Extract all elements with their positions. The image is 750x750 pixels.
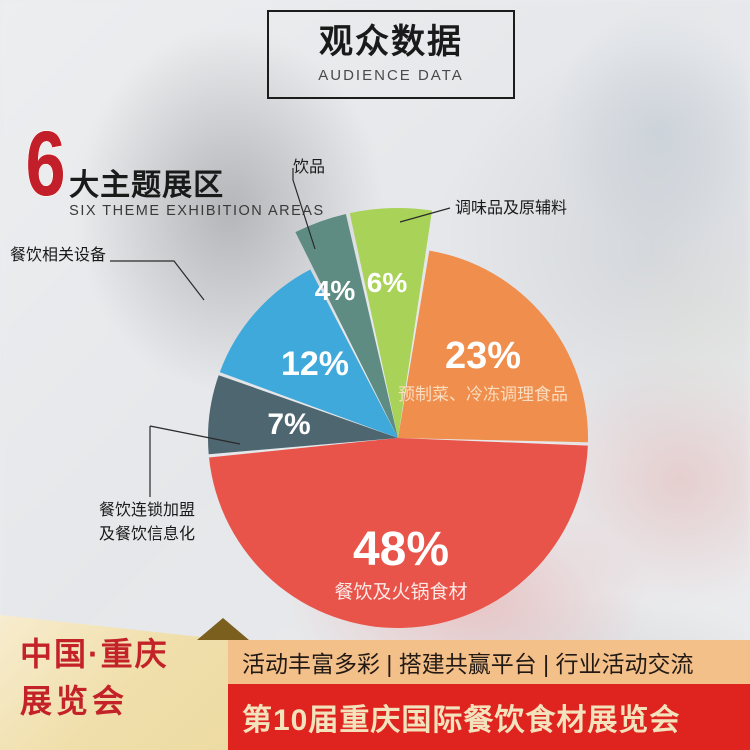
- svg-text:预制菜、冷冻调理食品: 预制菜、冷冻调理食品: [398, 385, 568, 404]
- svg-text:餐饮及火锅食材: 餐饮及火锅食材: [334, 581, 467, 603]
- svg-text:调味品及原辅料: 调味品及原辅料: [455, 199, 567, 217]
- svg-text:餐饮连锁加盟: 餐饮连锁加盟: [99, 501, 195, 519]
- svg-text:7%: 7%: [267, 408, 310, 441]
- svg-text:4%: 4%: [315, 275, 356, 306]
- svg-text:饮品: 饮品: [293, 158, 325, 176]
- svg-text:48%: 48%: [353, 523, 449, 576]
- svg-text:12%: 12%: [281, 345, 349, 383]
- svg-text:6%: 6%: [367, 267, 408, 298]
- svg-text:及餐饮信息化: 及餐饮信息化: [99, 525, 195, 543]
- svg-text:23%: 23%: [445, 335, 521, 377]
- svg-text:餐饮相关设备: 餐饮相关设备: [10, 246, 106, 264]
